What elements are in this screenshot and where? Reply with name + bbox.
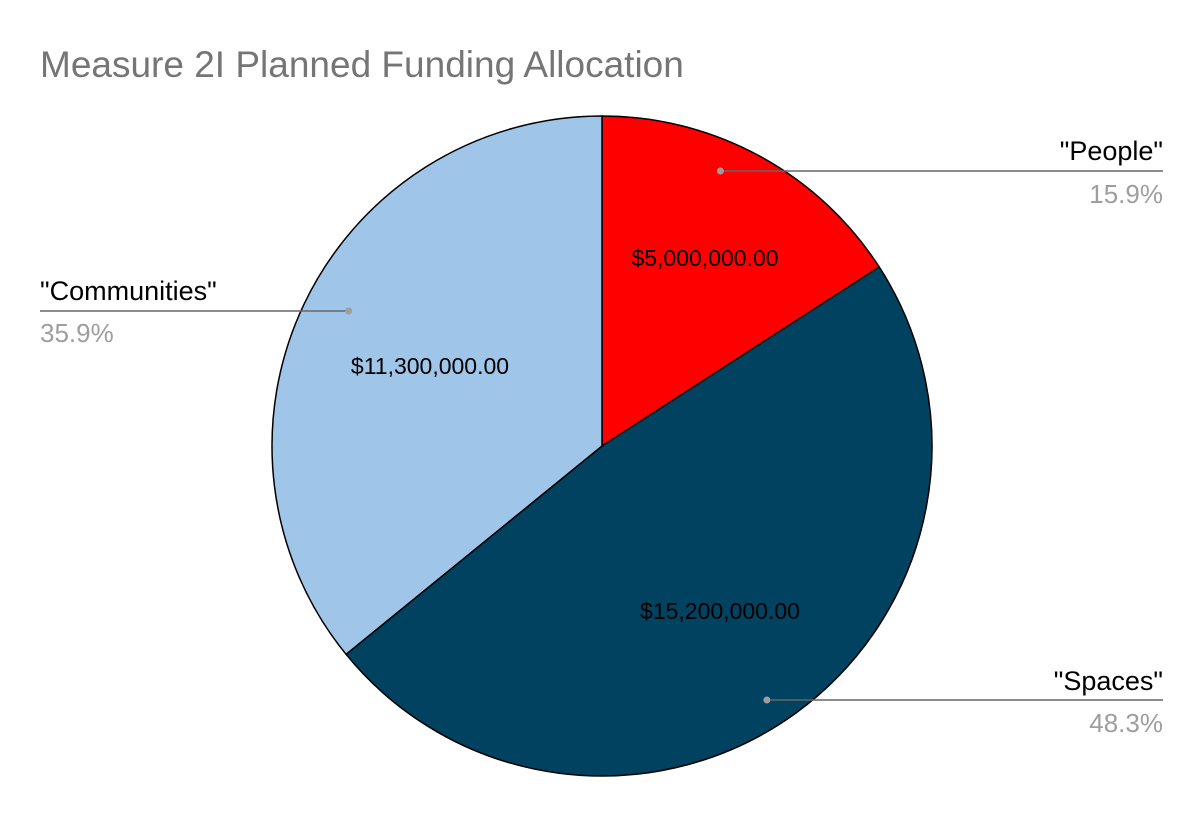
slice-label-communities: "Communities" [40,276,217,306]
pie-slices [271,115,933,777]
chart-title: Measure 2I Planned Funding Allocation [40,44,684,85]
slice-label-people: "People" [1060,136,1163,166]
callout-dot-people [716,167,724,175]
pie-value-labels: $5,000,000.00 $15,200,000.00 $11,300,000.0… [351,245,800,624]
slice-percent-people: 15.9% [1089,179,1163,209]
slice-value-label-people: $5,000,000.00 [631,245,778,271]
callout-dot-spaces [763,696,771,704]
slice-value-label-communities: $11,300,000.00 [351,353,509,379]
pie-callouts: "People" 15.9% "Spaces" 48.3% "Communities" 3… [40,136,1163,738]
slice-percent-spaces: 48.3% [1089,708,1163,738]
callout-dot-communities [345,307,353,315]
slice-percent-communities: 35.9% [40,318,114,348]
pie-slice-people [601,115,880,447]
pie-slice-communities [271,115,603,656]
slice-label-spaces: "Spaces" [1054,666,1163,696]
slice-value-label-spaces: $15,200,000.00 [640,598,800,624]
pie-slice-spaces [345,266,933,777]
